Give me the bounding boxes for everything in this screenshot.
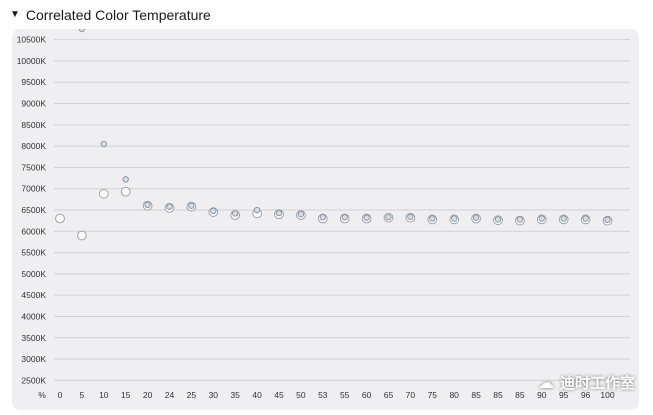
- data-point: [560, 215, 567, 222]
- watermark: ☁ 迪时工作室: [538, 372, 635, 393]
- y-tick-label: 8000K: [21, 141, 46, 151]
- data-point: [451, 215, 458, 222]
- data-point: [582, 215, 589, 222]
- y-tick-label: 3000K: [21, 354, 46, 364]
- y-tick-label: 5500K: [21, 248, 46, 258]
- data-point: [122, 176, 129, 183]
- data-point: [253, 206, 261, 214]
- data-point: [98, 188, 109, 199]
- y-tick-label: 3500K: [21, 333, 46, 343]
- panel-header[interactable]: ▼ Correlated Color Temperature: [10, 5, 211, 25]
- data-point: [297, 211, 305, 218]
- x-tick-label: 35: [230, 390, 240, 400]
- y-tick-label: 9500K: [21, 77, 46, 87]
- wechat-icon: ☁: [537, 374, 554, 392]
- cct-scatter-chart: 2500K 3000K 3500K 4000K 4500K 5000K 5500K 6000K…: [17, 29, 630, 400]
- data-point: [77, 230, 87, 241]
- data-point: [188, 202, 195, 209]
- x-tick-label: 90: [537, 390, 547, 400]
- y-tick-label: 2500K: [21, 375, 46, 385]
- grid-lines: [54, 39, 630, 381]
- x-tick-label: 85: [471, 390, 481, 400]
- y-tick-label: 9000K: [21, 99, 46, 109]
- watermark-text: 迪时工作室: [559, 375, 635, 392]
- x-tick-label: 24: [165, 390, 175, 400]
- data-point: [232, 210, 239, 217]
- x-tick-label: 60: [362, 390, 372, 400]
- x-tick-label: 95: [559, 390, 569, 400]
- y-tick-label: 7000K: [21, 184, 46, 194]
- y-tick-label: 7500K: [21, 162, 46, 172]
- x-tick-label: 40: [252, 390, 262, 400]
- x-tick-label: 70: [406, 390, 416, 400]
- x-tick-label: 53: [318, 390, 328, 400]
- x-tick-label: 20: [143, 390, 153, 400]
- x-tick-label: 55: [340, 390, 350, 400]
- data-point: [100, 140, 107, 148]
- data-point: [494, 216, 502, 223]
- data-point: [210, 207, 217, 215]
- y-tick-label: 8500K: [21, 120, 46, 130]
- y-tick-labels: 2500K 3000K 3500K 4000K 4500K 5000K 5500K 6000K…: [17, 35, 47, 386]
- x-tick-label: 80: [449, 390, 459, 400]
- data-point: [516, 216, 524, 223]
- x-tick-label: 85: [515, 390, 525, 400]
- data-point: [166, 203, 173, 210]
- data-point: [472, 214, 480, 221]
- data-point: [144, 201, 151, 209]
- data-point: [341, 214, 348, 221]
- y-tick-label: 5000K: [21, 269, 46, 279]
- data-point: [78, 29, 86, 33]
- data-point: [363, 214, 370, 221]
- data-point: [120, 186, 131, 197]
- x-tick-label: 75: [428, 390, 438, 400]
- x-tick-label: 10: [99, 390, 109, 400]
- y-tick-label: 10500K: [17, 35, 47, 45]
- x-tick-label: 30: [209, 390, 219, 400]
- x-tick-label: 85: [493, 390, 503, 400]
- x-tick-label: 15: [121, 390, 131, 400]
- y-tick-label: 10000K: [17, 56, 47, 66]
- data-points: [55, 29, 613, 241]
- x-tick-label: 25: [187, 390, 197, 400]
- data-point: [429, 215, 436, 222]
- x-tick-label: 0: [58, 390, 63, 400]
- data-point: [407, 213, 414, 220]
- chart-panel: 2500K 3000K 3500K 4000K 4500K 5000K 5500K 6000K…: [12, 29, 639, 410]
- data-point: [604, 216, 611, 223]
- x-tick-label: 65: [384, 390, 394, 400]
- collapse-triangle-icon[interactable]: ▼: [10, 9, 20, 20]
- x-tick-label: 5: [80, 390, 85, 400]
- data-point: [538, 215, 545, 222]
- y-tick-label: 6500K: [21, 205, 46, 215]
- data-point: [385, 214, 392, 221]
- x-tick-label: 50: [296, 390, 306, 400]
- y-tick-label: 6000K: [21, 226, 46, 236]
- x-tick-label: 100: [600, 390, 614, 400]
- data-point: [275, 209, 283, 217]
- x-tick-label: 45: [274, 390, 284, 400]
- data-point: [55, 213, 65, 224]
- data-point: [319, 214, 326, 221]
- x-tick-label: 96: [581, 390, 591, 400]
- y-tick-label: 4500K: [21, 290, 46, 300]
- panel-title: Correlated Color Temperature: [25, 7, 211, 23]
- y-tick-label: 4000K: [21, 311, 46, 321]
- x-tick-labels: % 0 5 10 15 20 24 25 30 35 40 45 50 53 55 60 65 70 75 80 85 8…: [38, 390, 615, 400]
- x-axis-label: %: [38, 390, 46, 400]
